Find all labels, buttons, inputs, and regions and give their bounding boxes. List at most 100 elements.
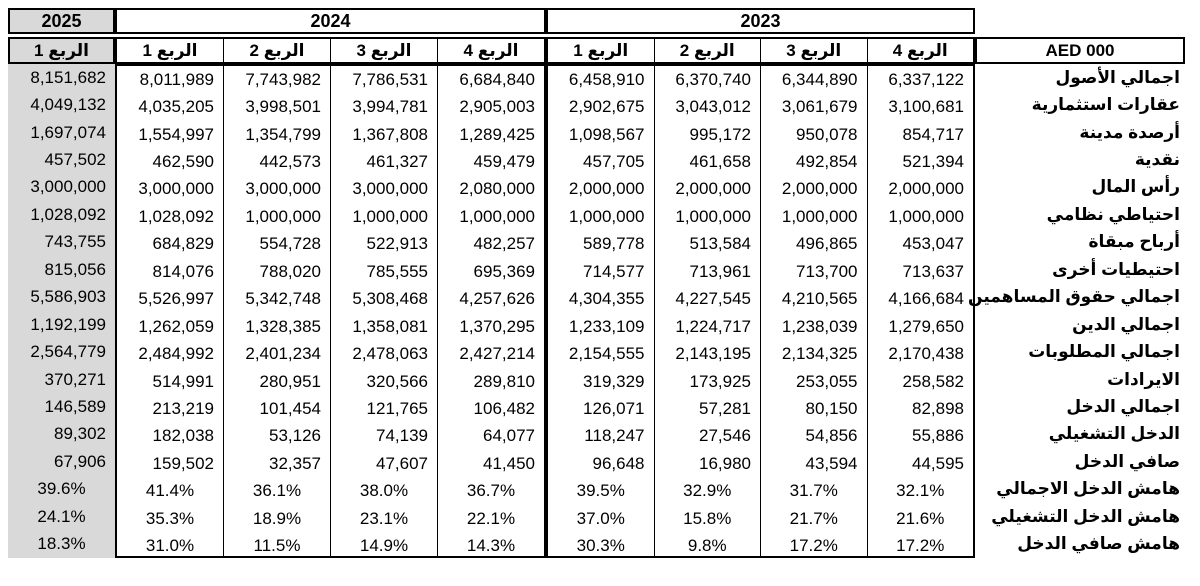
table-cell: 370,271 xyxy=(44,369,106,389)
table-cell: 3,998,501 xyxy=(245,97,321,117)
table-cell: 8,011,989 xyxy=(139,69,214,89)
table-cell: 3,000,000 xyxy=(138,179,214,199)
table-cell: 6,337,122 xyxy=(888,69,964,89)
table-cell: 2,902,675 xyxy=(568,97,645,117)
column-group-2024: 8,011,989 4,035,205 1,554,997 462,590 3,000,… xyxy=(115,64,546,558)
table-cell: 4,304,355 xyxy=(568,289,645,309)
quarter-header: الربع 4 xyxy=(892,40,948,60)
table-cell: 14.9% xyxy=(359,536,409,556)
quarter-header: الربع 1 xyxy=(117,39,224,62)
table-cell: 6,684,840 xyxy=(459,69,535,89)
table-cell: 27,546 xyxy=(699,426,751,446)
quarter-header: الربع 2 xyxy=(655,39,761,62)
quarter-column: 6,684,840 2,905,003 1,289,425 459,479 2,080,… xyxy=(437,66,544,556)
table-cell: 280,951 xyxy=(259,371,321,391)
table-cell: 17.2% xyxy=(789,536,838,556)
table-cell: 2,170,438 xyxy=(888,344,964,364)
table-cell: 2,143,195 xyxy=(675,344,751,364)
table-cell: 2,000,000 xyxy=(888,179,964,199)
table-cell: 31.7% xyxy=(789,481,838,501)
table-cell: 6,458,910 xyxy=(568,69,645,89)
table-cell: 3,994,781 xyxy=(352,97,428,117)
table-cell: 2,905,003 xyxy=(459,97,535,117)
quarterly-financials-table: 2025 2024 2023 الربع 1 الربع 4 الربع 3 الر… xyxy=(8,8,1185,560)
quarter-header: الربع 4 xyxy=(463,40,519,60)
table-cell: 82,898 xyxy=(912,398,964,418)
table-cell: 253,055 xyxy=(796,371,858,391)
table-cell: 7,786,531 xyxy=(352,69,428,89)
year-header-2023: 2023 xyxy=(546,8,975,34)
table-cell: 54,856 xyxy=(805,426,858,446)
quarter-header: الربع 3 xyxy=(331,39,438,62)
table-cell: 1,000,000 xyxy=(245,206,321,226)
table-cell: 6,344,890 xyxy=(781,69,858,89)
table-cell: 2,000,000 xyxy=(675,179,751,199)
table-cell: 118,247 xyxy=(584,426,645,446)
table-cell: 32,357 xyxy=(269,453,321,473)
table-cell: 1,028,092 xyxy=(138,206,214,226)
table-cell: 23.1% xyxy=(359,508,409,528)
row-label: أرصدة مدينة xyxy=(1079,122,1180,142)
table-cell: 1,358,081 xyxy=(352,316,428,336)
table-cell: 1,000,000 xyxy=(568,206,645,226)
table-cell: 4,035,205 xyxy=(138,97,214,117)
table-cell: 589,778 xyxy=(583,234,645,254)
table-cell: 38.0% xyxy=(359,481,409,501)
table-cell: 522,913 xyxy=(366,234,428,254)
table-cell: 36.1% xyxy=(252,481,302,501)
row-label: اجمالي حقوق المساهمين xyxy=(968,287,1180,307)
row-label: اجمالي الأصول xyxy=(1055,67,1181,87)
row-label: عقارات استثمارية xyxy=(1031,95,1180,115)
table-cell: 173,925 xyxy=(689,371,751,391)
table-cell: 1,262,059 xyxy=(138,316,214,336)
table-cell: 182,038 xyxy=(152,426,214,446)
table-cell: 37.0% xyxy=(576,508,625,528)
table-cell: 1,028,092 xyxy=(30,204,106,224)
row-label: الدخل التشغيلي xyxy=(1048,424,1180,444)
column-2025-q1: 8,151,682 4,049,132 1,697,074 457,502 3,000,… xyxy=(8,64,115,558)
table-cell: 2,484,992 xyxy=(138,344,214,364)
quarter-headers-2024: الربع 4 الربع 3 الربع 2 الربع 1 xyxy=(115,37,546,64)
table-cell: 159,502 xyxy=(152,453,214,473)
quarter-header-2025-q1: الربع 1 xyxy=(8,37,115,64)
table-cell: 39.6% xyxy=(37,479,86,499)
table-cell: 67,906 xyxy=(54,451,106,471)
table-cell: 442,573 xyxy=(259,152,321,172)
row-label: رأس المال xyxy=(1091,177,1180,197)
table-cell: 1,554,997 xyxy=(138,124,214,144)
table-cell: 788,020 xyxy=(259,261,321,281)
table-cell: 64,077 xyxy=(483,426,535,446)
table-cell: 3,061,679 xyxy=(781,97,858,117)
table-cell: 89,302 xyxy=(54,424,106,444)
table-cell: 2,154,555 xyxy=(568,344,645,364)
table-cell: 459,479 xyxy=(473,152,535,172)
table-cell: 1,000,000 xyxy=(459,206,535,226)
table-cell: 44,595 xyxy=(912,453,964,473)
table-cell: 1,279,650 xyxy=(888,316,964,336)
table-cell: 319,329 xyxy=(583,371,645,391)
table-cell: 1,328,385 xyxy=(245,316,321,336)
year-header-row: 2025 2024 2023 xyxy=(8,8,1185,34)
table-cell: 32.1% xyxy=(896,481,945,501)
table-cell: 31.0% xyxy=(145,536,195,556)
table-cell: 1,370,295 xyxy=(459,316,535,336)
table-cell: 24.1% xyxy=(37,506,86,526)
table-cell: 32.9% xyxy=(683,481,732,501)
table-cell: 258,582 xyxy=(902,371,964,391)
table-cell: 1,224,717 xyxy=(675,316,751,336)
table-cell: 1,000,000 xyxy=(675,206,751,226)
table-cell: 126,071 xyxy=(583,398,645,418)
table-cell: 213,219 xyxy=(152,398,214,418)
year-header-2025: 2025 xyxy=(8,8,115,34)
table-cell: 1,233,109 xyxy=(568,316,645,336)
table-cell: 146,589 xyxy=(44,396,106,416)
table-cell: 39.5% xyxy=(576,481,625,501)
table-cell: 35.3% xyxy=(145,508,195,528)
table-cell: 41,450 xyxy=(483,453,535,473)
quarter-header: الربع 2 xyxy=(224,39,331,62)
table-cell: 482,257 xyxy=(473,234,535,254)
table-cell: 743,755 xyxy=(44,232,106,252)
table-cell: 5,586,903 xyxy=(30,287,106,307)
table-cell: 854,717 xyxy=(902,124,964,144)
unit-header: AED 000 xyxy=(975,37,1185,64)
